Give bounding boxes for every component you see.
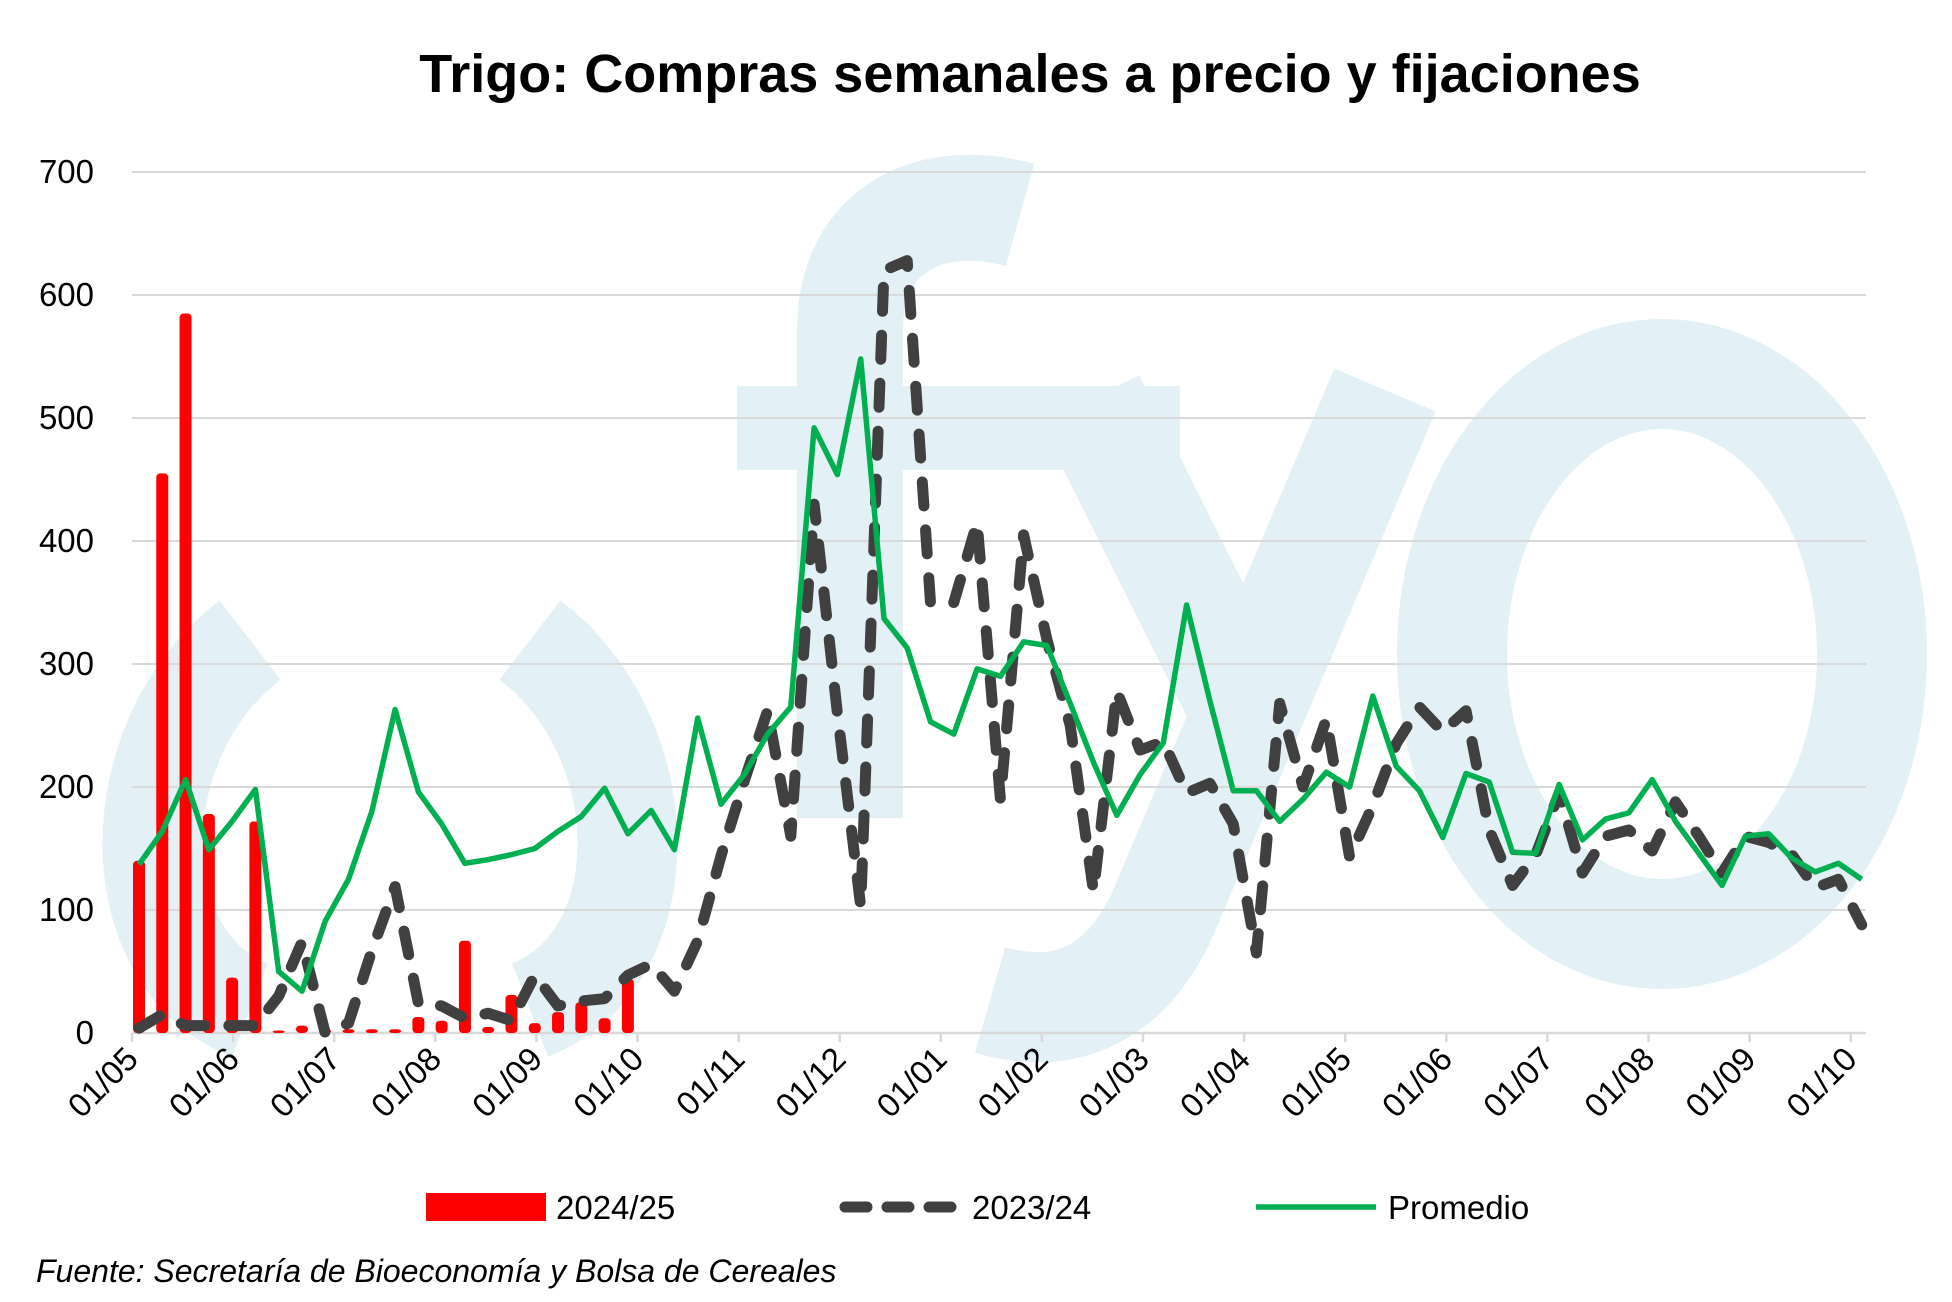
x-tick-label: 01/07 [263,1040,348,1125]
x-tick-label: 01/05 [60,1040,145,1125]
watermark-f-stem [797,154,1035,818]
watermark-y-right-arm [974,368,1436,1063]
watermark-o-right-arc [498,600,678,1057]
bar-2024-25 [575,1002,588,1033]
x-tick-label: 01/04 [1172,1040,1257,1125]
y-tick-label: 0 [76,1014,94,1051]
source-note: Fuente: Secretaría de Bioeconomía y Bols… [36,1253,836,1289]
bar-2024-25 [272,1030,285,1033]
watermark-o-right [1397,319,1927,989]
x-axis: 01/05 01/06 01/07 01/08 01/09 01/10 01/11 01/12… [60,1031,1866,1125]
line-2023-24 [133,255,1868,1039]
bar-2024-25 [482,1026,495,1033]
legend-label-promedio: Promedio [1388,1189,1529,1226]
x-tick-label: 01/10 [566,1040,651,1125]
x-tick-label: 01/12 [768,1040,853,1125]
x-tick-label: 01/09 [1678,1040,1763,1125]
lines [133,255,1868,1039]
y-tick-label: 100 [39,891,94,928]
x-tick-label: 01/06 [1375,1040,1460,1125]
y-tick-label: 500 [39,399,94,436]
y-tick-label: 300 [39,645,94,682]
x-tick-label: 01/11 [669,1040,752,1123]
bar-2024-25 [621,978,634,1033]
bar-2024-25 [202,814,215,1033]
y-tick-label: 200 [39,768,94,805]
legend[interactable]: 2024/25 2023/24 Promedio [426,1189,1529,1226]
x-tick-label: 01/09 [465,1040,550,1125]
bar-2024-25 [179,313,192,1033]
legend-swatch-2024-25 [426,1193,546,1221]
bar-2024-25 [342,1029,355,1033]
bar-2024-25 [226,977,239,1033]
bar-2024-25 [133,860,145,1033]
bar-2024-25 [389,1029,402,1033]
legend-label-2024-25: 2024/25 [556,1189,675,1226]
watermark-logo [102,154,1927,1063]
bar-2024-25 [552,1012,565,1033]
legend-label-2023-24: 2023/24 [972,1189,1091,1226]
x-tick-label: 01/08 [364,1040,449,1125]
bar-2024-25 [458,940,471,1033]
bars-2024-25 [133,313,634,1034]
bar-2024-25 [528,1023,541,1033]
bar-2024-25 [598,1018,611,1033]
gridlines [132,171,1866,911]
bar-2024-25 [156,473,169,1034]
y-tick-label: 600 [39,276,94,313]
x-tick-label: 01/10 [1779,1040,1864,1125]
line-promedio [136,356,1864,994]
x-tick-label: 01/08 [1577,1040,1662,1125]
bar-2024-25 [412,1017,425,1033]
x-tick-label: 01/01 [869,1040,954,1125]
y-tick-label: 700 [39,153,94,190]
y-axis-ticks: 0 100 200 300 400 500 600 700 [39,153,94,1051]
bar-2024-25 [295,1025,308,1033]
bar-2024-25 [435,1020,448,1033]
y-tick-label: 400 [39,522,94,559]
x-tick-label: 01/07 [1476,1040,1561,1125]
bar-2024-25 [249,821,262,1033]
x-tick-label: 01/05 [1274,1040,1359,1125]
chart-title: Trigo: Compras semanales a precio y fija… [419,44,1640,104]
bar-2024-25 [365,1029,378,1033]
